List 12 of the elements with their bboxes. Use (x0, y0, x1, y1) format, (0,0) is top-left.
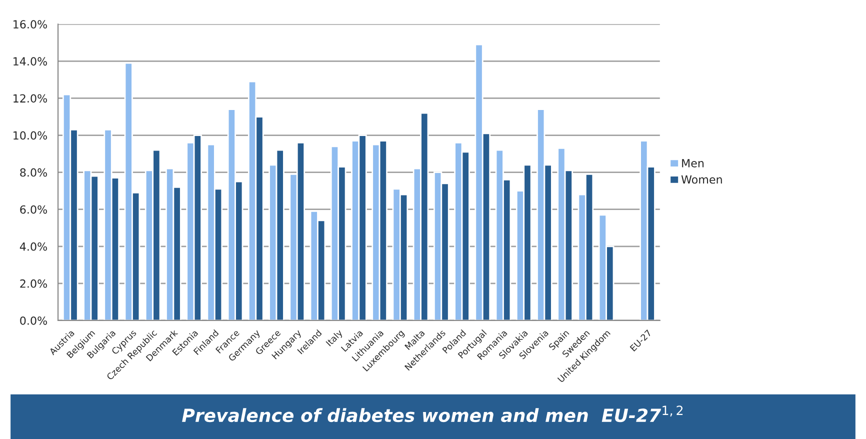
y-tick-label: 0.0% (20, 316, 47, 325)
legend-label: Men (682, 159, 704, 168)
y-tick-label: 14.0% (14, 57, 47, 66)
legend-label: Women (681, 175, 722, 184)
y-tick-label: 8.0% (20, 168, 47, 177)
y-tick-label: 10.0% (14, 131, 47, 140)
y-tick-label: 6.0% (20, 205, 47, 214)
y-tick-label: 16.0% (14, 20, 47, 29)
y-tick-label: 12.0% (14, 94, 47, 103)
y-tick-label: 4.0% (20, 242, 47, 251)
y-tick-label: 2.0% (20, 279, 47, 288)
text: Prevalence of diabetes women and men EU-27$^{1,2}$ (182, 406, 683, 422)
